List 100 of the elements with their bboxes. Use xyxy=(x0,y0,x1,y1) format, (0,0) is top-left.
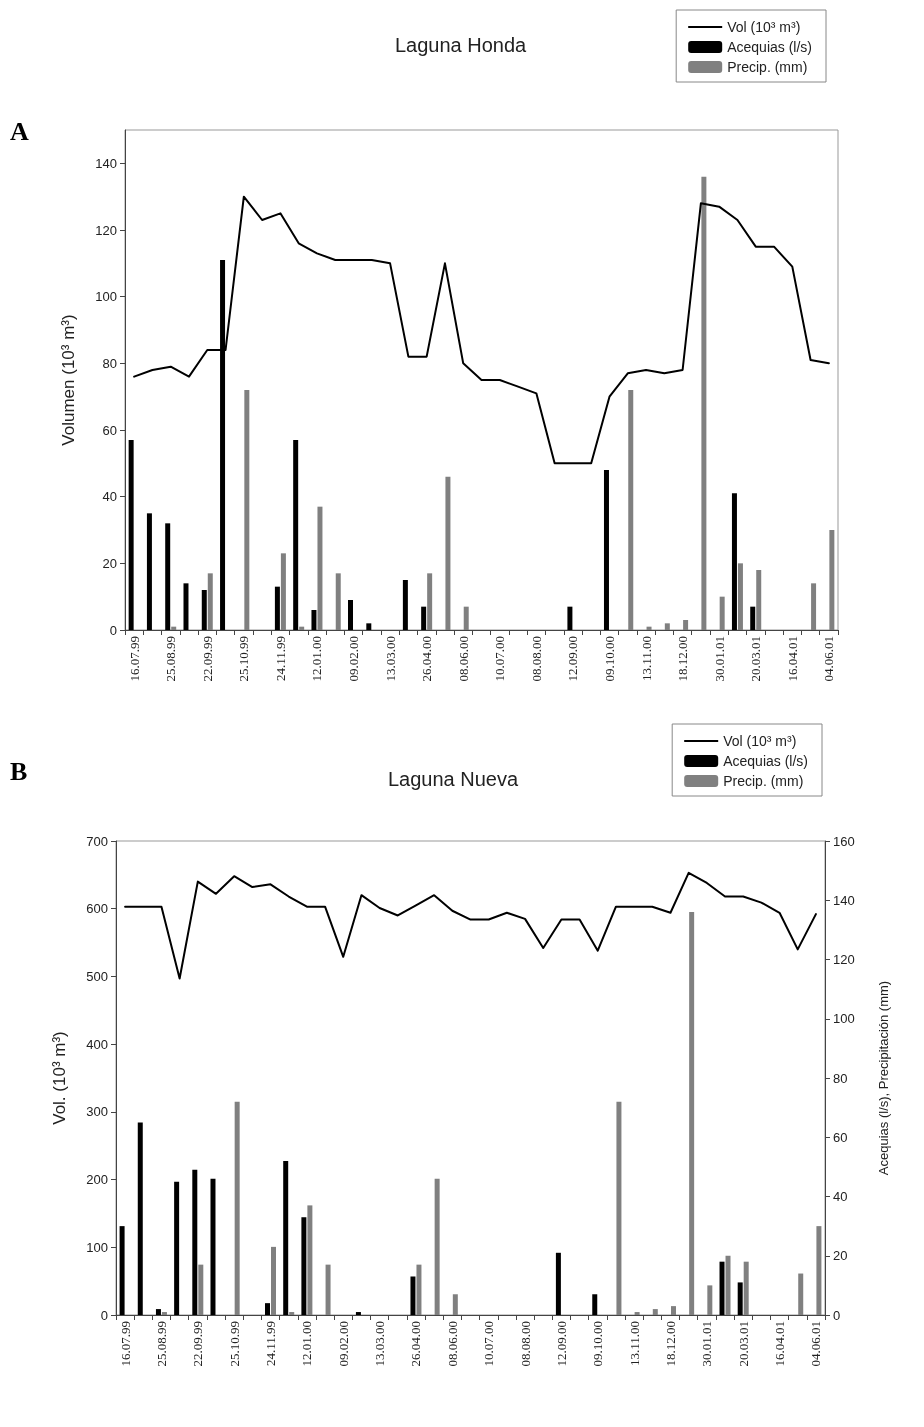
chart-title: Laguna Honda xyxy=(395,34,528,56)
bar xyxy=(307,1205,313,1315)
y-tick-label: 120 xyxy=(95,222,117,238)
x-tick-label: 25.08.99 xyxy=(163,636,179,682)
bar xyxy=(311,610,317,630)
bar xyxy=(416,1264,422,1315)
bar xyxy=(555,1252,561,1315)
y-tick-label: 600 xyxy=(86,901,108,917)
y-tick-label: 80 xyxy=(102,355,117,371)
x-tick-label: 16.07.99 xyxy=(126,636,142,682)
bar xyxy=(445,476,451,630)
x-tick-label: 09.02.00 xyxy=(346,636,362,682)
bar xyxy=(427,573,433,630)
text: A xyxy=(10,116,29,146)
bar xyxy=(719,596,725,630)
bar xyxy=(192,1169,198,1315)
bar xyxy=(355,1312,361,1315)
x-tick-label: 12.01.00 xyxy=(309,636,325,682)
x-tick-label: 09.02.00 xyxy=(335,1321,351,1367)
y2-axis-title: Acequias (l/s), Precipitación (mm) xyxy=(876,980,891,1176)
y2-tick-label: 100 xyxy=(833,1011,855,1027)
text: B xyxy=(10,756,28,786)
bar xyxy=(293,440,299,630)
x-tick-label: 30.01.01 xyxy=(699,1321,715,1367)
chart-title: Laguna Nueva xyxy=(388,768,519,790)
bar xyxy=(592,1294,598,1315)
bar xyxy=(198,1264,204,1315)
bar xyxy=(207,573,213,630)
y-tick-label: 100 xyxy=(95,289,117,305)
bar xyxy=(725,1255,731,1315)
x-tick-label: 04.06.01 xyxy=(808,1321,824,1367)
y-axis-title: Volumen (10³ m³) xyxy=(59,314,78,446)
x-tick-label: 13.11.00 xyxy=(638,636,654,682)
bar xyxy=(317,506,323,630)
bar xyxy=(335,573,341,630)
bar xyxy=(463,606,469,630)
legend-label: Acequias (l/s) xyxy=(723,753,809,769)
x-tick-label: 25.10.99 xyxy=(226,1321,242,1367)
x-tick-label: 08.06.00 xyxy=(455,636,471,682)
legend-label: Precip. (mm) xyxy=(723,773,804,789)
bar xyxy=(707,1285,713,1315)
x-tick-label: 16.04.01 xyxy=(784,636,800,682)
x-tick-label: 16.07.99 xyxy=(117,1321,133,1367)
x-tick-label: 30.01.01 xyxy=(711,636,727,682)
bar xyxy=(402,580,408,630)
bar xyxy=(274,586,280,630)
x-tick-label: 08.08.00 xyxy=(517,1321,533,1367)
bar xyxy=(670,1306,676,1315)
legend-label: Vol (10³ m³) xyxy=(723,733,797,749)
bar xyxy=(325,1264,331,1315)
x-tick-label: 18.12.00 xyxy=(675,636,691,682)
bar xyxy=(183,583,189,630)
y-tick-label: 100 xyxy=(86,1239,108,1255)
y-tick-label: 500 xyxy=(86,968,108,984)
y-tick-label: 300 xyxy=(86,1104,108,1120)
x-tick-label: 24.11.99 xyxy=(263,1321,279,1367)
y-tick-label: 40 xyxy=(102,489,117,505)
x-tick-label: 25.08.99 xyxy=(153,1321,169,1367)
x-tick-label: 13.03.00 xyxy=(372,1321,388,1367)
bar xyxy=(283,1160,289,1315)
x-tick-label: 04.06.01 xyxy=(821,636,837,682)
y-tick-label: 20 xyxy=(102,555,117,571)
y-tick-label: 700 xyxy=(86,833,108,849)
bar xyxy=(165,523,171,630)
bar xyxy=(816,1226,822,1315)
bar xyxy=(737,1282,743,1315)
bar xyxy=(244,390,250,630)
y-tick-label: 0 xyxy=(109,622,117,638)
bar xyxy=(289,1312,295,1315)
x-tick-label: 10.07.00 xyxy=(481,1321,497,1367)
x-tick-label: 20.03.01 xyxy=(735,1321,751,1367)
x-tick-label: 08.08.00 xyxy=(528,636,544,682)
bar xyxy=(743,1261,749,1315)
x-tick-label: 26.04.00 xyxy=(408,1321,424,1367)
x-tick-label: 22.09.99 xyxy=(199,636,215,682)
y2-tick-label: 160 xyxy=(833,833,855,849)
bar xyxy=(628,390,634,630)
bar xyxy=(756,570,762,630)
x-tick-label: 10.07.00 xyxy=(492,636,508,682)
bar xyxy=(603,470,609,630)
bar xyxy=(798,1273,804,1315)
bar xyxy=(737,563,743,630)
y2-tick-label: 40 xyxy=(833,1189,848,1204)
bar xyxy=(155,1309,161,1315)
bar xyxy=(234,1101,240,1315)
line-series xyxy=(124,871,817,980)
bar xyxy=(701,176,707,630)
bar xyxy=(146,513,152,630)
bar xyxy=(683,620,689,630)
bar xyxy=(731,493,737,630)
bar xyxy=(452,1294,458,1315)
x-tick-label: 08.06.00 xyxy=(444,1321,460,1367)
legend-label: Vol (10³ m³) xyxy=(727,19,801,35)
y-tick-label: 200 xyxy=(86,1172,108,1188)
y2-tick-label: 60 xyxy=(833,1129,848,1145)
x-tick-label: 20.03.01 xyxy=(748,636,764,682)
y-tick-label: 0 xyxy=(100,1307,108,1323)
x-tick-label: 09.10.00 xyxy=(601,636,617,682)
y-tick-label: 400 xyxy=(86,1036,108,1052)
y2-tick-label: 0 xyxy=(833,1307,841,1323)
